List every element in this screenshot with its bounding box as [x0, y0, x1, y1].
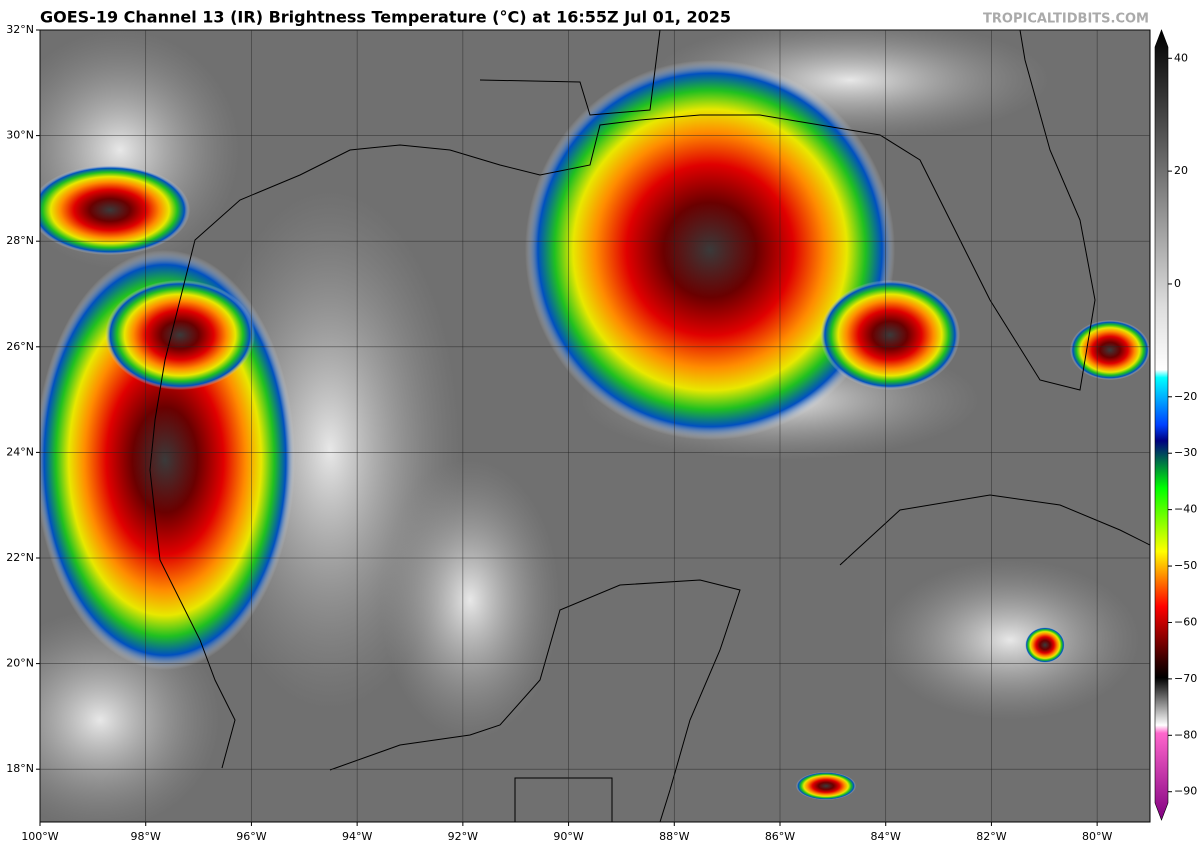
colorbar-tick-label: −40: [1174, 503, 1197, 516]
storm: [1070, 320, 1150, 380]
cloud: [380, 460, 560, 740]
title: GOES-19 Channel 13 (IR) Brightness Tempe…: [40, 8, 731, 27]
colorbar-tick-label: 20: [1174, 164, 1188, 177]
colorbar-tick-label: −30: [1174, 446, 1197, 459]
colorbar-tick-label: −90: [1174, 785, 1197, 798]
y-tick-label: 32°N: [6, 23, 34, 36]
x-tick-label: 88°W: [659, 830, 689, 843]
storm: [820, 280, 960, 390]
x-tick-label: 100°W: [21, 830, 58, 843]
cloud: [880, 560, 1140, 720]
border: [479, 30, 661, 116]
colorbar: [1154, 29, 1169, 821]
coastline: [149, 30, 1096, 769]
storm: [40, 165, 190, 255]
y-tick-label: 18°N: [6, 762, 34, 775]
colorbar-tick-label: −80: [1174, 728, 1197, 741]
x-tick-label: 92°W: [448, 830, 478, 843]
imagery: [40, 30, 1150, 822]
y-tick-label: 22°N: [6, 551, 34, 564]
y-tick-label: 28°N: [6, 234, 34, 247]
y-tick-label: 30°N: [6, 129, 34, 142]
storm: [796, 772, 856, 800]
colorbar-tick-label: 40: [1174, 51, 1188, 64]
border: [514, 777, 613, 822]
watermark: TROPICALTIDBITS.COM: [983, 12, 1149, 27]
colorbar-tick-label: −20: [1174, 390, 1197, 403]
storm: [1025, 627, 1065, 663]
storm: [525, 60, 895, 440]
x-tick-label: 98°W: [131, 830, 161, 843]
y-tick-label: 24°N: [6, 445, 34, 458]
x-tick-label: 82°W: [976, 830, 1006, 843]
x-tick-label: 96°W: [236, 830, 266, 843]
y-tick-label: 20°N: [6, 657, 34, 670]
x-tick-label: 94°W: [342, 830, 372, 843]
colorbar-tick-label: 0: [1174, 277, 1181, 290]
x-tick-label: 90°W: [553, 830, 583, 843]
coastline: [329, 579, 741, 822]
y-tick-label: 26°N: [6, 340, 34, 353]
x-tick-label: 86°W: [765, 830, 795, 843]
colorbar-tick-label: −50: [1174, 559, 1197, 572]
x-tick-label: 84°W: [871, 830, 901, 843]
storm: [105, 280, 255, 390]
x-tick-label: 80°W: [1082, 830, 1112, 843]
colorbar-tick-label: −60: [1174, 615, 1197, 628]
colorbar-tick-label: −70: [1174, 672, 1197, 685]
coastline: [839, 494, 1150, 566]
